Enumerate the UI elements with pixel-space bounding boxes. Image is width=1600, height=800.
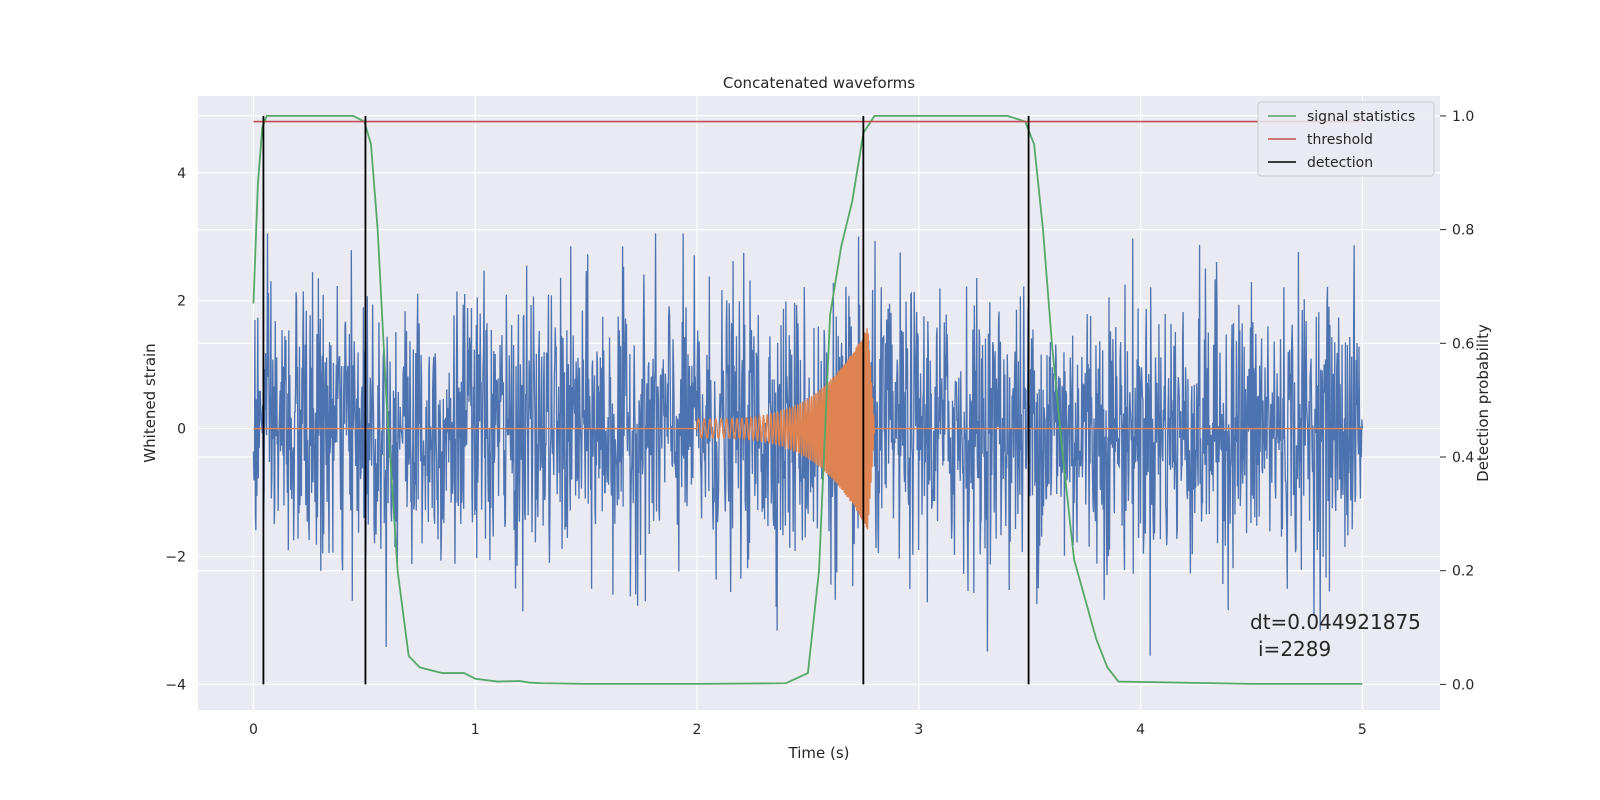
y-right-axis-ticks: 0.0 0.2 0.4 0.6 0.8 1.0 xyxy=(1440,109,1474,693)
chirp-series xyxy=(253,328,1363,530)
x-tick-label: 4 xyxy=(1136,722,1145,738)
signal-statistics-series xyxy=(252,115,1363,685)
detection-series xyxy=(262,115,1030,685)
x-tick-label: 2 xyxy=(693,722,702,738)
y-right-axis-label: Detection probability xyxy=(1474,324,1492,482)
y-left-axis-label: Whitened strain xyxy=(141,343,159,462)
x-tick-label: 3 xyxy=(914,722,923,738)
x-tick-label: 5 xyxy=(1358,722,1367,738)
annotation-dt: dt=0.044921875 xyxy=(1250,610,1421,634)
legend: signal statistics threshold detection xyxy=(1257,101,1435,177)
x-tick-label: 1 xyxy=(471,722,480,738)
x-tick-label: 0 xyxy=(249,722,258,738)
y-right-tick-label: 0.6 xyxy=(1452,336,1474,352)
signal-statistics-line xyxy=(252,115,1363,685)
y-right-tick-label: 0.8 xyxy=(1452,223,1474,239)
legend-label-detection: detection xyxy=(1307,155,1373,171)
y-left-tick-label: 0 xyxy=(177,422,186,438)
y-right-tick-label: 0.2 xyxy=(1452,564,1474,580)
x-axis-ticks: 0 1 2 3 4 5 xyxy=(249,722,1367,738)
y-left-tick-label: 4 xyxy=(177,166,186,182)
chart-title: Concatenated waveforms xyxy=(723,74,915,92)
y-left-tick-label: −4 xyxy=(165,677,186,693)
whitened-strain-line xyxy=(252,233,1364,656)
y-left-axis-ticks: −4 −2 0 2 4 xyxy=(165,166,186,694)
annotation-i: i=2289 xyxy=(1258,637,1331,661)
y-right-tick-label: 0.4 xyxy=(1452,450,1474,466)
legend-label-threshold: threshold xyxy=(1307,132,1373,148)
legend-label-signal-statistics: signal statistics xyxy=(1307,109,1415,125)
y-left-tick-label: −2 xyxy=(165,550,186,566)
whitened-strain-series xyxy=(252,233,1364,656)
chirp-line xyxy=(253,328,1363,530)
legend-box xyxy=(1257,101,1435,177)
y-right-tick-label: 0.0 xyxy=(1452,677,1474,693)
y-right-tick-label: 1.0 xyxy=(1452,109,1474,125)
y-left-tick-label: 2 xyxy=(177,294,186,310)
x-axis-label: Time (s) xyxy=(788,744,850,762)
